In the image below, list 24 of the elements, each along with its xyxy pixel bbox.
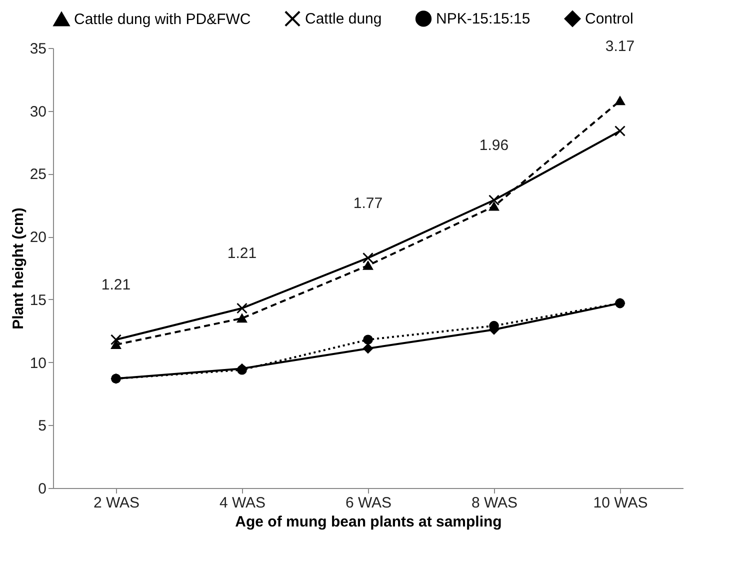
annotation: 1.77 bbox=[353, 194, 383, 212]
y-axis-title: Plant height (cm) bbox=[10, 208, 27, 330]
x-tick-label: 6 WAS bbox=[345, 494, 392, 512]
legend-label: Control bbox=[585, 10, 634, 28]
x-axis-title: Age of mung bean plants at sampling bbox=[235, 514, 502, 530]
annotation: 1.21 bbox=[227, 245, 257, 262]
y-tick-label: 30 bbox=[30, 103, 46, 120]
y-tick-label: 0 bbox=[38, 480, 46, 498]
legend-label: Cattle dung bbox=[305, 10, 382, 28]
y-tick-label: 10 bbox=[30, 354, 46, 372]
legend-label: NPK-15:15:15 bbox=[436, 10, 530, 28]
x-tick-label: 10 WAS bbox=[593, 494, 648, 512]
annotation: 1.21 bbox=[101, 276, 131, 294]
y-tick-label: 25 bbox=[30, 166, 46, 184]
x-tick-label: 4 WAS bbox=[219, 494, 266, 512]
annotation: 3.17 bbox=[605, 38, 635, 55]
y-tick-label: 15 bbox=[30, 292, 46, 309]
annotation: 1.96 bbox=[479, 137, 509, 154]
x-tick-label: 2 WAS bbox=[93, 494, 140, 512]
y-tick-label: 5 bbox=[38, 418, 46, 435]
y-tick-label: 35 bbox=[30, 40, 46, 58]
x-tick-label: 8 WAS bbox=[471, 494, 518, 512]
y-tick-label: 20 bbox=[30, 229, 46, 246]
legend-label: Cattle dung with PD&FWC bbox=[74, 11, 251, 28]
